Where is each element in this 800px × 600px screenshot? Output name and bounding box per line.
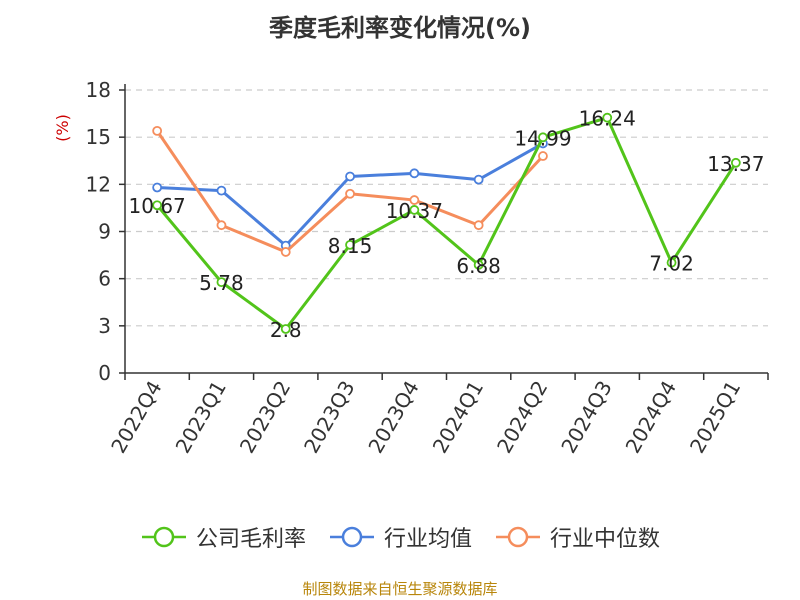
x-tick-label: 2024Q2 [492,377,552,458]
grid-lines [125,89,768,327]
x-tick-label: 2023Q4 [363,377,423,458]
data-label: 16.24 [579,107,636,131]
data-point [345,188,355,199]
data-point [216,220,227,231]
x-tick-label: 2023Q2 [235,377,295,458]
data-point [473,259,484,270]
data-label: 10.37 [386,199,443,223]
data-point [409,205,420,215]
y-tick-label: 9 [98,220,111,244]
data-point [666,257,677,268]
data-point [345,239,355,250]
legend-item[interactable]: 行业中位数 [494,521,660,553]
data-point [216,185,227,196]
data-point [409,168,420,179]
legend-label: 行业中位数 [550,527,661,552]
y-tick-label: 18 [86,78,111,102]
x-tick-label: 2022Q4 [106,377,166,458]
legend: 公司毛利率 行业均值 行业中位数 [0,520,800,554]
legend-label: 行业均值 [383,527,472,552]
series-line [155,116,738,331]
data-point [216,277,227,288]
data-label: 13.37 [707,152,764,176]
legend-swatch-icon [329,526,374,548]
y-tick-label: 0 [98,361,111,385]
series-lines [152,112,741,334]
x-tick-label: 2024Q1 [428,377,488,458]
data-point [152,182,163,193]
data-point [152,125,163,136]
x-tick-label: 2023Q3 [299,377,359,458]
y-tick-label: 6 [98,267,111,291]
data-point [538,132,548,143]
source-note: 制图数据来自恒生聚源数据库 [302,580,498,598]
data-labels: 10.67 5.78 2.8 8.15 10.37 6.88 14.99 16.24 7.02 1… [129,107,765,342]
x-tick-label: 2025Q1 [685,377,745,458]
data-point [152,200,163,211]
data-label: 14.99 [514,126,571,150]
data-point [280,247,291,257]
y-tick-label: 15 [86,125,111,149]
data-label: 5.78 [199,271,244,295]
data-point [538,151,548,161]
y-tick-label: 12 [86,172,111,196]
legend-item[interactable]: 行业均值 [328,521,472,553]
legend-label: 公司毛利率 [195,527,306,552]
y-tick-label: 3 [98,314,111,338]
data-point [280,324,291,334]
chart-title: 季度毛利率变化情况(%) [269,14,531,42]
x-tick-label: 2024Q3 [556,377,616,458]
legend-swatch-icon [496,526,540,548]
data-label: 7.02 [649,252,694,276]
data-label: 10.67 [129,194,186,218]
legend-item[interactable]: 公司毛利率 [140,521,306,553]
data-point [473,220,484,231]
y-axis-label: (%) [53,114,72,142]
data-point [730,157,741,168]
x-tick-label: 2023Q1 [171,377,231,458]
x-tick-label: 2024Q4 [621,377,681,458]
data-label: 6.88 [456,254,501,278]
data-point [602,112,613,123]
data-point [345,171,355,182]
legend-swatch-icon [141,526,186,548]
data-label: 2.8 [270,318,302,342]
data-point [473,174,484,185]
data-label: 8.15 [328,234,373,258]
data-point [409,195,420,205]
